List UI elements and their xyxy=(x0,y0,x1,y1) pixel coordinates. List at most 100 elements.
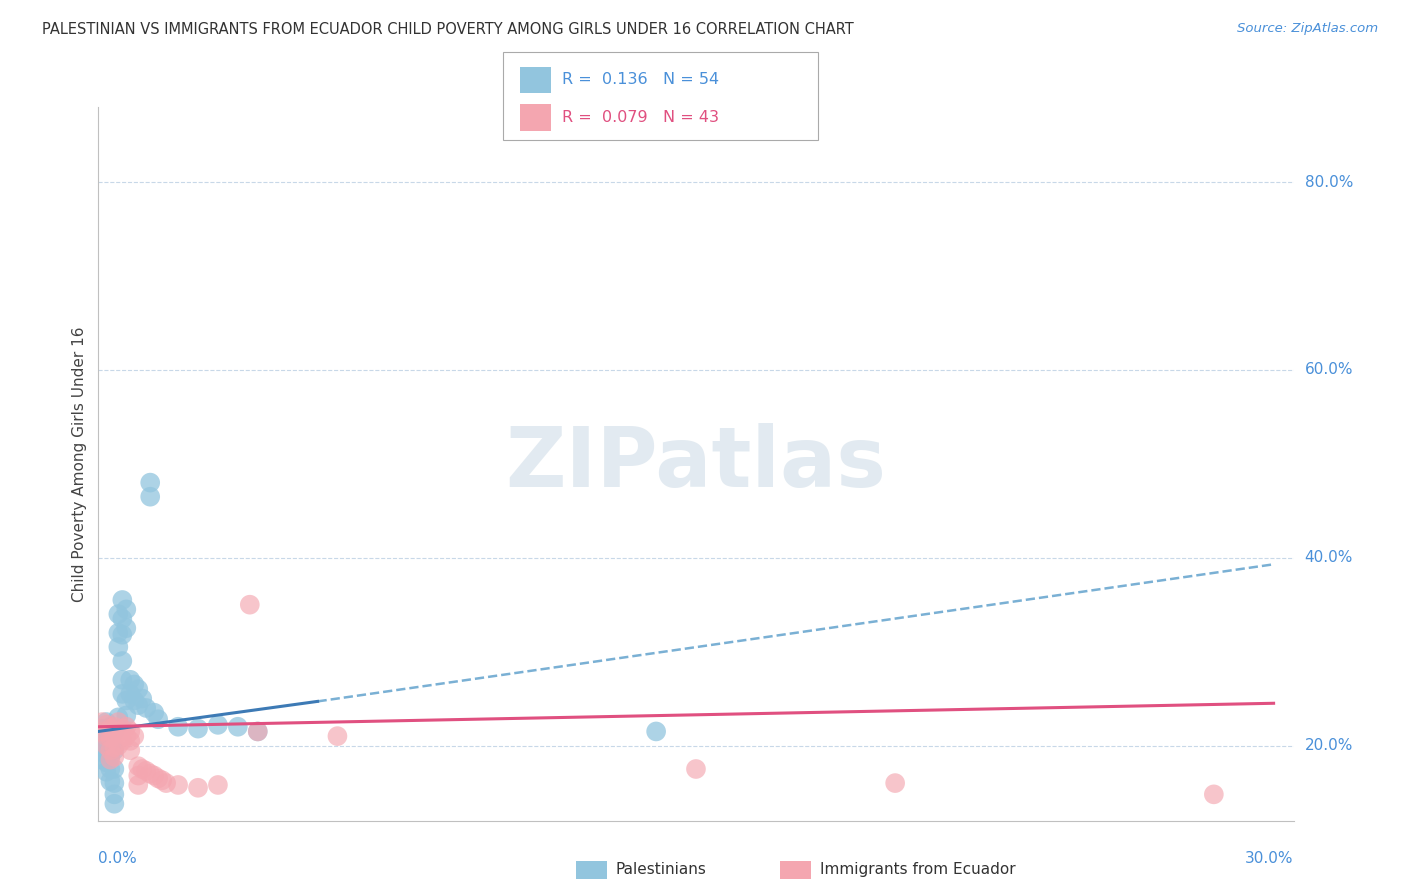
Point xyxy=(91,724,114,739)
Point xyxy=(98,762,122,776)
Point xyxy=(91,714,114,729)
Text: PALESTINIAN VS IMMIGRANTS FROM ECUADOR CHILD POVERTY AMONG GIRLS UNDER 16 CORREL: PALESTINIAN VS IMMIGRANTS FROM ECUADOR C… xyxy=(42,22,853,37)
Point xyxy=(91,743,114,757)
Point xyxy=(103,740,125,755)
Point xyxy=(96,718,118,732)
Point xyxy=(143,768,166,782)
Point xyxy=(96,756,118,770)
Point xyxy=(246,724,269,739)
Point xyxy=(103,776,125,790)
Point xyxy=(139,475,162,490)
Point xyxy=(187,780,209,795)
Point xyxy=(111,687,134,701)
Point xyxy=(107,739,129,753)
Text: 80.0%: 80.0% xyxy=(1305,175,1353,190)
Point xyxy=(96,764,118,779)
Point xyxy=(148,712,170,726)
Point xyxy=(120,734,142,748)
Point xyxy=(107,714,129,729)
Point xyxy=(131,762,153,776)
Point xyxy=(115,708,138,723)
Point xyxy=(98,743,122,757)
Point xyxy=(685,762,707,776)
Point xyxy=(135,764,157,778)
Point xyxy=(124,677,146,691)
Point xyxy=(120,724,142,739)
Point xyxy=(111,734,134,748)
Text: Source: ZipAtlas.com: Source: ZipAtlas.com xyxy=(1237,22,1378,36)
Point xyxy=(96,724,118,739)
Point xyxy=(111,654,134,668)
Point xyxy=(115,602,138,616)
Point xyxy=(115,720,138,734)
Point xyxy=(103,797,125,811)
Point xyxy=(103,762,125,776)
Point xyxy=(120,687,142,701)
Point xyxy=(246,724,269,739)
Point xyxy=(98,774,122,789)
Point xyxy=(124,693,146,707)
Point xyxy=(127,682,149,697)
Point xyxy=(111,628,134,642)
Point xyxy=(98,749,122,764)
Point xyxy=(1202,788,1225,802)
Point xyxy=(645,724,668,739)
Point xyxy=(107,625,129,640)
Point xyxy=(131,691,153,706)
Point xyxy=(127,759,149,773)
Point xyxy=(884,776,907,790)
Point xyxy=(91,753,114,767)
Point xyxy=(115,621,138,635)
Point xyxy=(98,731,122,745)
Point xyxy=(239,598,262,612)
Text: 60.0%: 60.0% xyxy=(1305,362,1353,377)
Point xyxy=(111,612,134,626)
Point xyxy=(111,593,134,607)
Y-axis label: Child Poverty Among Girls Under 16: Child Poverty Among Girls Under 16 xyxy=(72,326,87,601)
Point xyxy=(120,743,142,757)
Point xyxy=(120,673,142,687)
Point xyxy=(127,778,149,792)
Point xyxy=(96,729,118,743)
Point xyxy=(107,710,129,724)
Point xyxy=(107,640,129,654)
Point xyxy=(91,734,114,748)
Point xyxy=(98,720,122,734)
Point xyxy=(98,753,122,767)
Point xyxy=(115,729,138,743)
Point xyxy=(124,729,146,743)
Point xyxy=(150,773,173,788)
Text: 20.0%: 20.0% xyxy=(1305,738,1353,753)
Point xyxy=(148,772,170,786)
Point xyxy=(139,490,162,504)
Point xyxy=(98,729,122,743)
Text: R =  0.079   N = 43: R = 0.079 N = 43 xyxy=(562,110,720,125)
Point xyxy=(167,778,190,792)
Point xyxy=(207,718,229,732)
Text: 0.0%: 0.0% xyxy=(98,851,138,866)
Point xyxy=(103,720,125,734)
Point xyxy=(143,706,166,720)
Point xyxy=(207,778,229,792)
Text: ZIPatlas: ZIPatlas xyxy=(506,424,886,504)
Point xyxy=(135,701,157,715)
Point xyxy=(111,722,134,736)
Point xyxy=(111,673,134,687)
Point xyxy=(139,766,162,780)
Point xyxy=(103,729,125,743)
Point xyxy=(187,722,209,736)
Point xyxy=(103,749,125,764)
Point xyxy=(98,740,122,755)
Point xyxy=(103,724,125,739)
Point xyxy=(103,788,125,802)
Text: 40.0%: 40.0% xyxy=(1305,550,1353,566)
Text: 30.0%: 30.0% xyxy=(1246,851,1294,866)
Point xyxy=(96,739,118,753)
Text: Palestinians: Palestinians xyxy=(616,863,707,877)
Text: R =  0.136   N = 54: R = 0.136 N = 54 xyxy=(562,72,720,87)
Point xyxy=(115,693,138,707)
Point xyxy=(103,743,125,757)
Point xyxy=(96,739,118,753)
Point xyxy=(91,722,114,736)
Point xyxy=(167,720,190,734)
